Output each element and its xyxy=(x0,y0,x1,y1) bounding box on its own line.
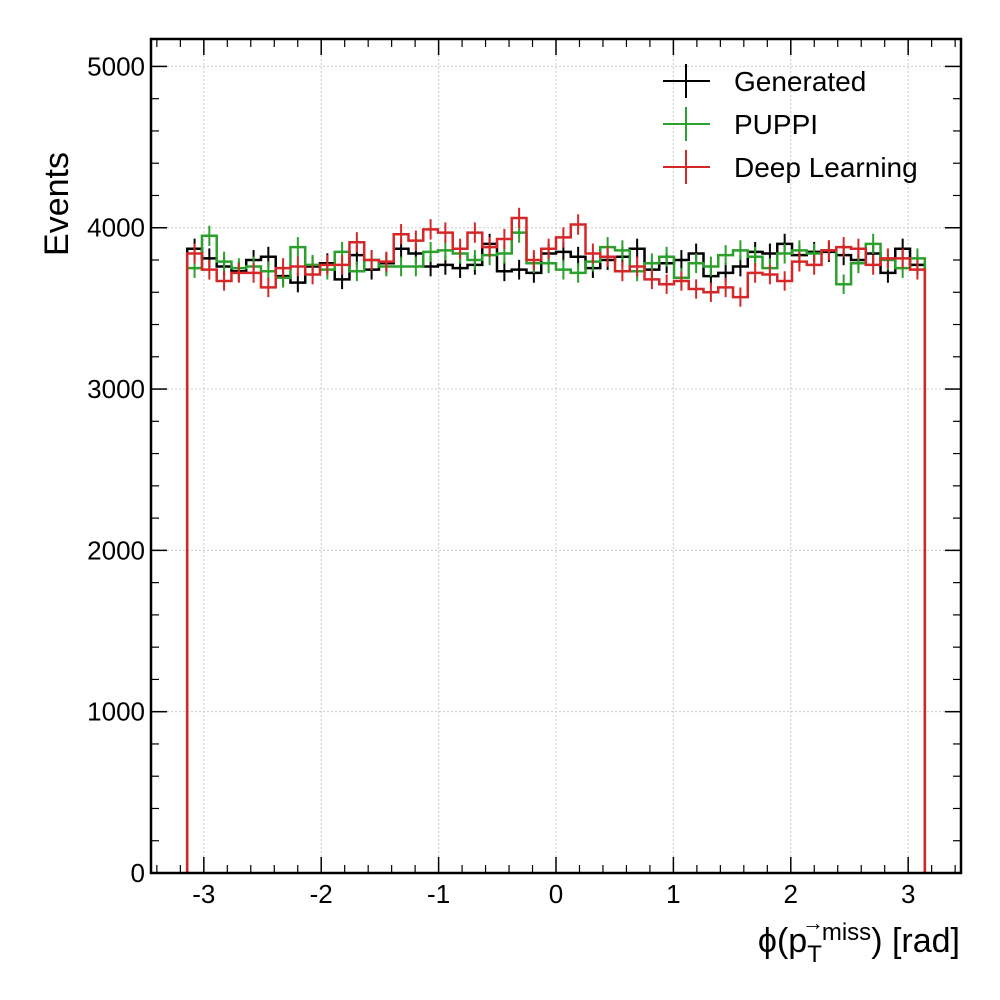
series-layer xyxy=(185,207,927,873)
series-step-line xyxy=(185,231,927,873)
grid-lines xyxy=(151,39,961,873)
y-tick-labels: 0 1000 2000 3000 4000 5000 xyxy=(87,51,145,888)
x-axis-title-tail: ) [rad] xyxy=(871,922,960,960)
y-tick-label: 4000 xyxy=(87,213,145,243)
series-step-line xyxy=(185,242,927,873)
x-axis-title-vector-arrow: → xyxy=(802,910,824,935)
x-tick-label: 2 xyxy=(784,879,798,909)
x-axis-title: ϕ(pTmiss) [rad] xyxy=(758,919,960,968)
y-tick-label: 5000 xyxy=(87,51,145,81)
series-2 xyxy=(185,207,927,873)
legend-item: Generated xyxy=(663,64,866,98)
x-tick-label: -2 xyxy=(310,879,333,909)
x-tick-label: 3 xyxy=(901,879,915,909)
legend-item: PUPPI xyxy=(663,107,818,141)
axis-ticks xyxy=(151,39,961,874)
legend-item: Deep Learning xyxy=(663,150,918,184)
x-tick-label: 1 xyxy=(666,879,680,909)
y-tick-label: 2000 xyxy=(87,535,145,565)
legend-label: PUPPI xyxy=(734,109,818,140)
x-tick-labels: -3 -2 -1 0 1 2 3 xyxy=(192,879,915,909)
series-step-line xyxy=(185,216,927,873)
y-axis-title: Events xyxy=(38,152,76,256)
legend: Generated PUPPI Deep Learning xyxy=(663,64,918,184)
legend-label: Generated xyxy=(734,66,866,97)
y-tick-label: 0 xyxy=(131,858,145,888)
y-tick-label: 1000 xyxy=(87,697,145,727)
legend-label: Deep Learning xyxy=(734,152,918,183)
series-0 xyxy=(185,233,927,873)
x-axis-title-subscript: T xyxy=(807,941,822,968)
x-axis-title-main: ϕ(p xyxy=(758,922,807,960)
x-tick-label: 0 xyxy=(549,879,563,909)
x-tick-label: -1 xyxy=(427,879,450,909)
x-tick-label: -3 xyxy=(192,879,215,909)
x-axis-title-superscript: miss xyxy=(822,919,871,946)
y-tick-label: 3000 xyxy=(87,374,145,404)
